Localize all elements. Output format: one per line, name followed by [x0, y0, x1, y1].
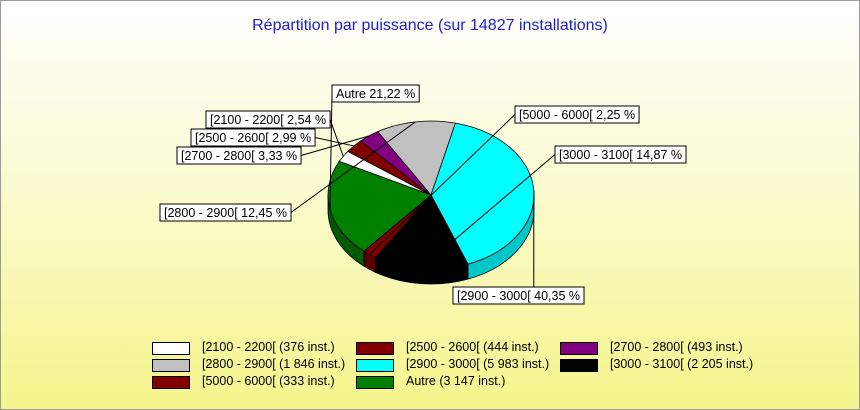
svg-text:[2900 - 3000[ 40,35 %: [2900 - 3000[ 40,35 % [457, 289, 580, 303]
legend-label: [2500 - 2600[ (444 inst.) [406, 340, 539, 354]
svg-text:[3000 - 3100[ 14,87 %: [3000 - 3100[ 14,87 % [559, 148, 682, 162]
legend-label: [3000 - 3100[ (2 205 inst.) [610, 357, 754, 371]
svg-text:[2100 - 2200[ 2,54 %: [2100 - 2200[ 2,54 % [210, 113, 326, 127]
legend-swatch [560, 342, 598, 355]
svg-text:[2800 - 2900[ 12,45 %: [2800 - 2900[ 12,45 % [164, 206, 287, 220]
chart-legend: [2100 - 2200[ (376 inst.) [2500 - 2600[ (… [152, 340, 792, 392]
leader-line-6 [369, 114, 516, 255]
data-label-2: [2700 - 2800[ 3,33 % [176, 135, 370, 165]
leader-line-1 [314, 137, 354, 147]
legend-label: [2700 - 2800[ (493 inst.) [610, 340, 743, 354]
data-label-5: [3000 - 3100[ 14,87 % [420, 145, 687, 270]
legend-swatch [152, 359, 190, 372]
pie-data-labels: [2100 - 2200[ 2,54 % [2500 - 2600[ 2,99 %… [159, 84, 687, 305]
legend-swatch [152, 342, 190, 355]
leader-line-3 [290, 121, 416, 213]
svg-text:[2700 - 2800[ 3,33 %: [2700 - 2800[ 3,33 % [181, 149, 297, 163]
legend-swatch [356, 376, 394, 389]
leader-line-2 [300, 135, 370, 156]
data-label-4: [2900 - 3000[ 40,35 % [452, 190, 585, 305]
legend-swatch [356, 359, 394, 372]
pie-slices [327, 120, 535, 270]
svg-text:Autre 21,22 %: Autre 21,22 % [336, 87, 415, 101]
pie-slice-5 [374, 194, 469, 270]
legend-label: Autre (3 147 inst.) [406, 374, 506, 388]
legend-label: [5000 - 6000[ (333 inst.) [202, 374, 335, 388]
data-label-3: [2800 - 2900[ 12,45 % [159, 121, 416, 222]
data-label-0: [2100 - 2200[ 2,54 % [205, 110, 344, 157]
data-label-7: Autre 21,22 % [329, 84, 420, 210]
data-label-1: [2500 - 2600[ 2,99 % [190, 128, 354, 147]
svg-text:[5000 - 6000[ 2,25 %: [5000 - 6000[ 2,25 % [519, 108, 635, 122]
legend-label: [2800 - 2900[ (1 846 inst.) [202, 357, 346, 371]
chart-title: Répartition par puissance (sur 14827 ins… [252, 17, 608, 34]
legend-label: [2900 - 3000[ (5 983 inst.) [406, 357, 550, 371]
leader-line-7 [329, 93, 333, 210]
pie-side-walls [327, 194, 535, 285]
data-label-6: [5000 - 6000[ 2,25 % [369, 105, 640, 255]
svg-text:[2500 - 2600[ 2,99 %: [2500 - 2600[ 2,99 % [195, 131, 311, 145]
leader-line-5 [420, 154, 556, 270]
leader-line-0 [329, 119, 344, 157]
legend-label: [2100 - 2200[ (376 inst.) [202, 340, 335, 354]
legend-swatch [356, 342, 394, 355]
legend-swatch [560, 359, 598, 372]
legend-swatch [152, 376, 190, 389]
